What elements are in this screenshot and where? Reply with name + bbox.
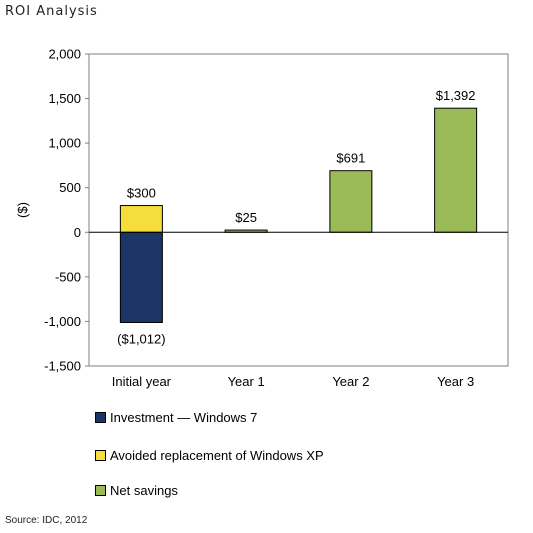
legend-label-investment: Investment — Windows 7 [110,410,258,425]
x-tick-label: Year 3 [437,374,474,389]
x-tick-label: Initial year [112,374,172,389]
y-axis-label: ($) [15,202,30,218]
legend-swatch-investment [95,412,106,423]
y-tick-label: -1,500 [44,359,81,374]
y-tick-label: -500 [55,269,81,284]
page-title: ROI Analysis [5,4,98,19]
legend-label-avoided-replacement: Avoided replacement of Windows XP [110,448,324,463]
data-label: $691 [336,151,365,166]
bar-investment-0 [119,231,163,323]
legend-item-avoided-replacement: Avoided replacement of Windows XP [95,448,324,463]
y-tick-label: 0 [74,225,81,240]
source-note: Source: IDC, 2012 [5,515,88,526]
x-tick-label: Year 1 [228,374,265,389]
legend-item-net-savings: Net savings [95,483,178,498]
legend-swatch-net-savings [95,485,106,496]
y-tick-label: 500 [59,180,81,195]
legend-label-net-savings: Net savings [110,483,178,498]
data-label: $1,392 [436,88,476,103]
data-label: ($1,012) [117,331,165,346]
x-tick-label: Year 2 [332,374,369,389]
plot-area [88,53,509,367]
y-tick-label: 2,000 [48,47,81,62]
bar-net-savings-3 [434,107,478,233]
legend-item-investment: Investment — Windows 7 [95,410,257,425]
y-tick-label: 1,000 [48,136,81,151]
roi-bar-chart: 2,000 1,500 1,000 500 0 -500 -1,000 -1,500 ($) In… [15,47,509,389]
data-label: $25 [235,210,257,225]
bar-avoided-replacement-0 [119,205,163,233]
y-tick-label: 1,500 [48,91,81,106]
data-label: $300 [127,186,156,201]
bar-net-savings-2 [329,170,373,233]
y-tick-label: -1,000 [44,314,81,329]
legend-swatch-avoided-replacement [95,450,106,461]
